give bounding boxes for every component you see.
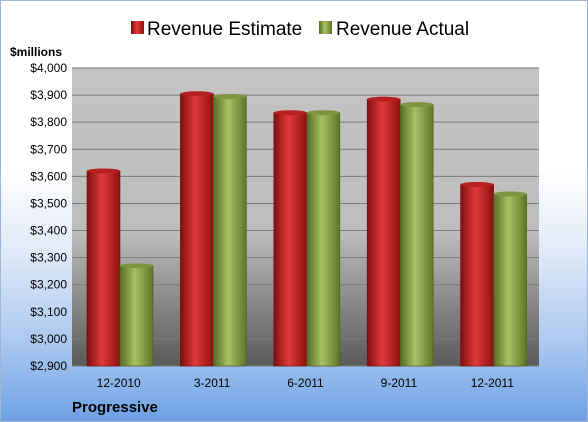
- bar-estimate: [180, 93, 214, 367]
- y-tick-label: $3,400: [30, 224, 67, 238]
- bar-actual: [306, 112, 341, 367]
- bar-actual: [399, 104, 434, 367]
- y-tick-label: $3,000: [30, 332, 67, 346]
- bar-estimate: [273, 112, 308, 367]
- bar-actual-cap: [213, 93, 247, 99]
- bar-actual: [119, 265, 154, 367]
- bar-estimate: [460, 184, 494, 367]
- bar-estimate-cap: [87, 168, 120, 174]
- bar-actual: [213, 96, 247, 367]
- y-unit-label: $millions: [10, 45, 62, 59]
- x-axis-ticks: 12-2010 3-2011 6-2011 9-2011 12-2011: [97, 376, 515, 390]
- bar-actual-cap: [493, 191, 527, 197]
- bar-estimate-cap: [460, 181, 494, 187]
- y-tick-label: $3,100: [30, 305, 67, 319]
- legend-swatch-actual: [319, 21, 332, 34]
- legend: Revenue Estimate Revenue Actual: [131, 19, 469, 40]
- legend-label-actual: Revenue Actual: [336, 19, 469, 40]
- y-tick-label: $2,900: [30, 359, 67, 373]
- bar-actual-cap: [120, 263, 153, 269]
- x-tick-label: 9-2011: [381, 376, 418, 390]
- bar-estimate: [366, 98, 401, 367]
- bar-estimate-cap: [180, 91, 214, 97]
- legend-label-estimate: Revenue Estimate: [147, 19, 302, 40]
- bar-estimate: [86, 170, 121, 367]
- bar-estimate-cap: [367, 96, 401, 102]
- y-tick-label: $3,200: [30, 278, 67, 292]
- y-tick-label: $3,900: [30, 88, 67, 102]
- bar-actual-cap: [400, 102, 434, 108]
- y-tick-label: $3,500: [30, 196, 67, 210]
- y-tick-label: $3,600: [30, 169, 67, 183]
- y-axis-ticks: $2,900 $3,000 $3,100 $3,200 $3,300 $3,400 $3,5…: [30, 61, 67, 373]
- y-tick-label: $3,300: [30, 251, 67, 265]
- x-tick-label: 12-2010: [97, 376, 141, 390]
- company-label: Progressive: [72, 399, 158, 416]
- y-tick-label: $3,700: [30, 142, 67, 156]
- y-tick-label: $3,800: [30, 115, 67, 129]
- bar-estimate-cap: [273, 110, 307, 116]
- bars: [86, 91, 527, 367]
- x-tick-label: 3-2011: [194, 376, 231, 390]
- legend-swatch-estimate: [131, 21, 144, 34]
- bar-actual: [493, 193, 527, 367]
- x-tick-label: 6-2011: [287, 376, 324, 390]
- y-tick-label: $4,000: [30, 61, 67, 75]
- bar-actual-cap: [306, 110, 340, 116]
- x-tick-label: 12-2011: [471, 376, 514, 390]
